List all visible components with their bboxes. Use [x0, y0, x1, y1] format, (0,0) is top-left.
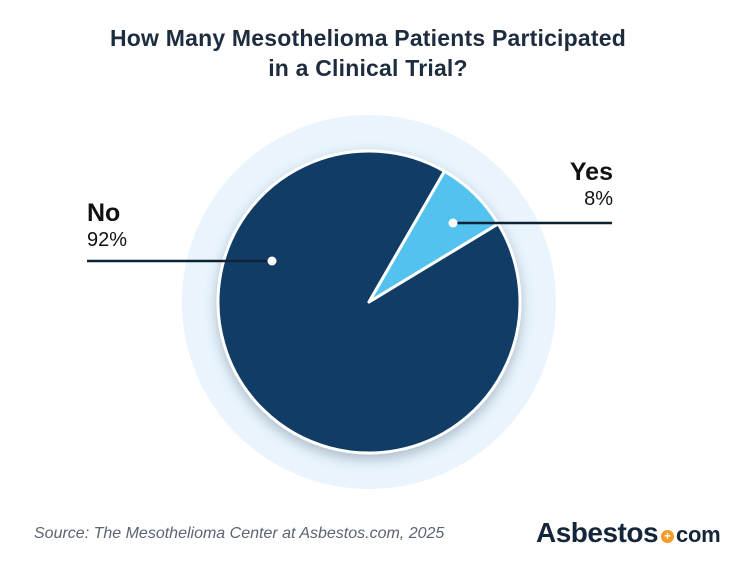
label-no: No 92%	[87, 199, 127, 253]
label-no-pct: 92%	[87, 229, 128, 251]
chart-title: How Many Mesothelioma Patients Participa…	[0, 23, 736, 83]
pie-chart	[216, 149, 522, 455]
source-attribution: Source: The Mesothelioma Center at Asbes…	[34, 525, 445, 542]
callout-dot-no	[267, 256, 277, 266]
asbestos-logo: Asbestos + com	[536, 517, 721, 548]
logo-tld: com	[676, 522, 721, 547]
plus-icon: +	[661, 530, 675, 543]
label-yes-pct: 8%	[584, 188, 613, 210]
chart-title-line2: in a Clinical Trial?	[268, 55, 468, 81]
label-yes-name: Yes	[569, 158, 613, 186]
logo-word: Asbestos	[536, 517, 659, 548]
label-yes: Yes 8%	[570, 158, 613, 212]
callout-dot-yes	[448, 218, 458, 228]
chart-title-line1: How Many Mesothelioma Patients Participa…	[110, 25, 626, 51]
label-no-name: No	[87, 199, 121, 227]
